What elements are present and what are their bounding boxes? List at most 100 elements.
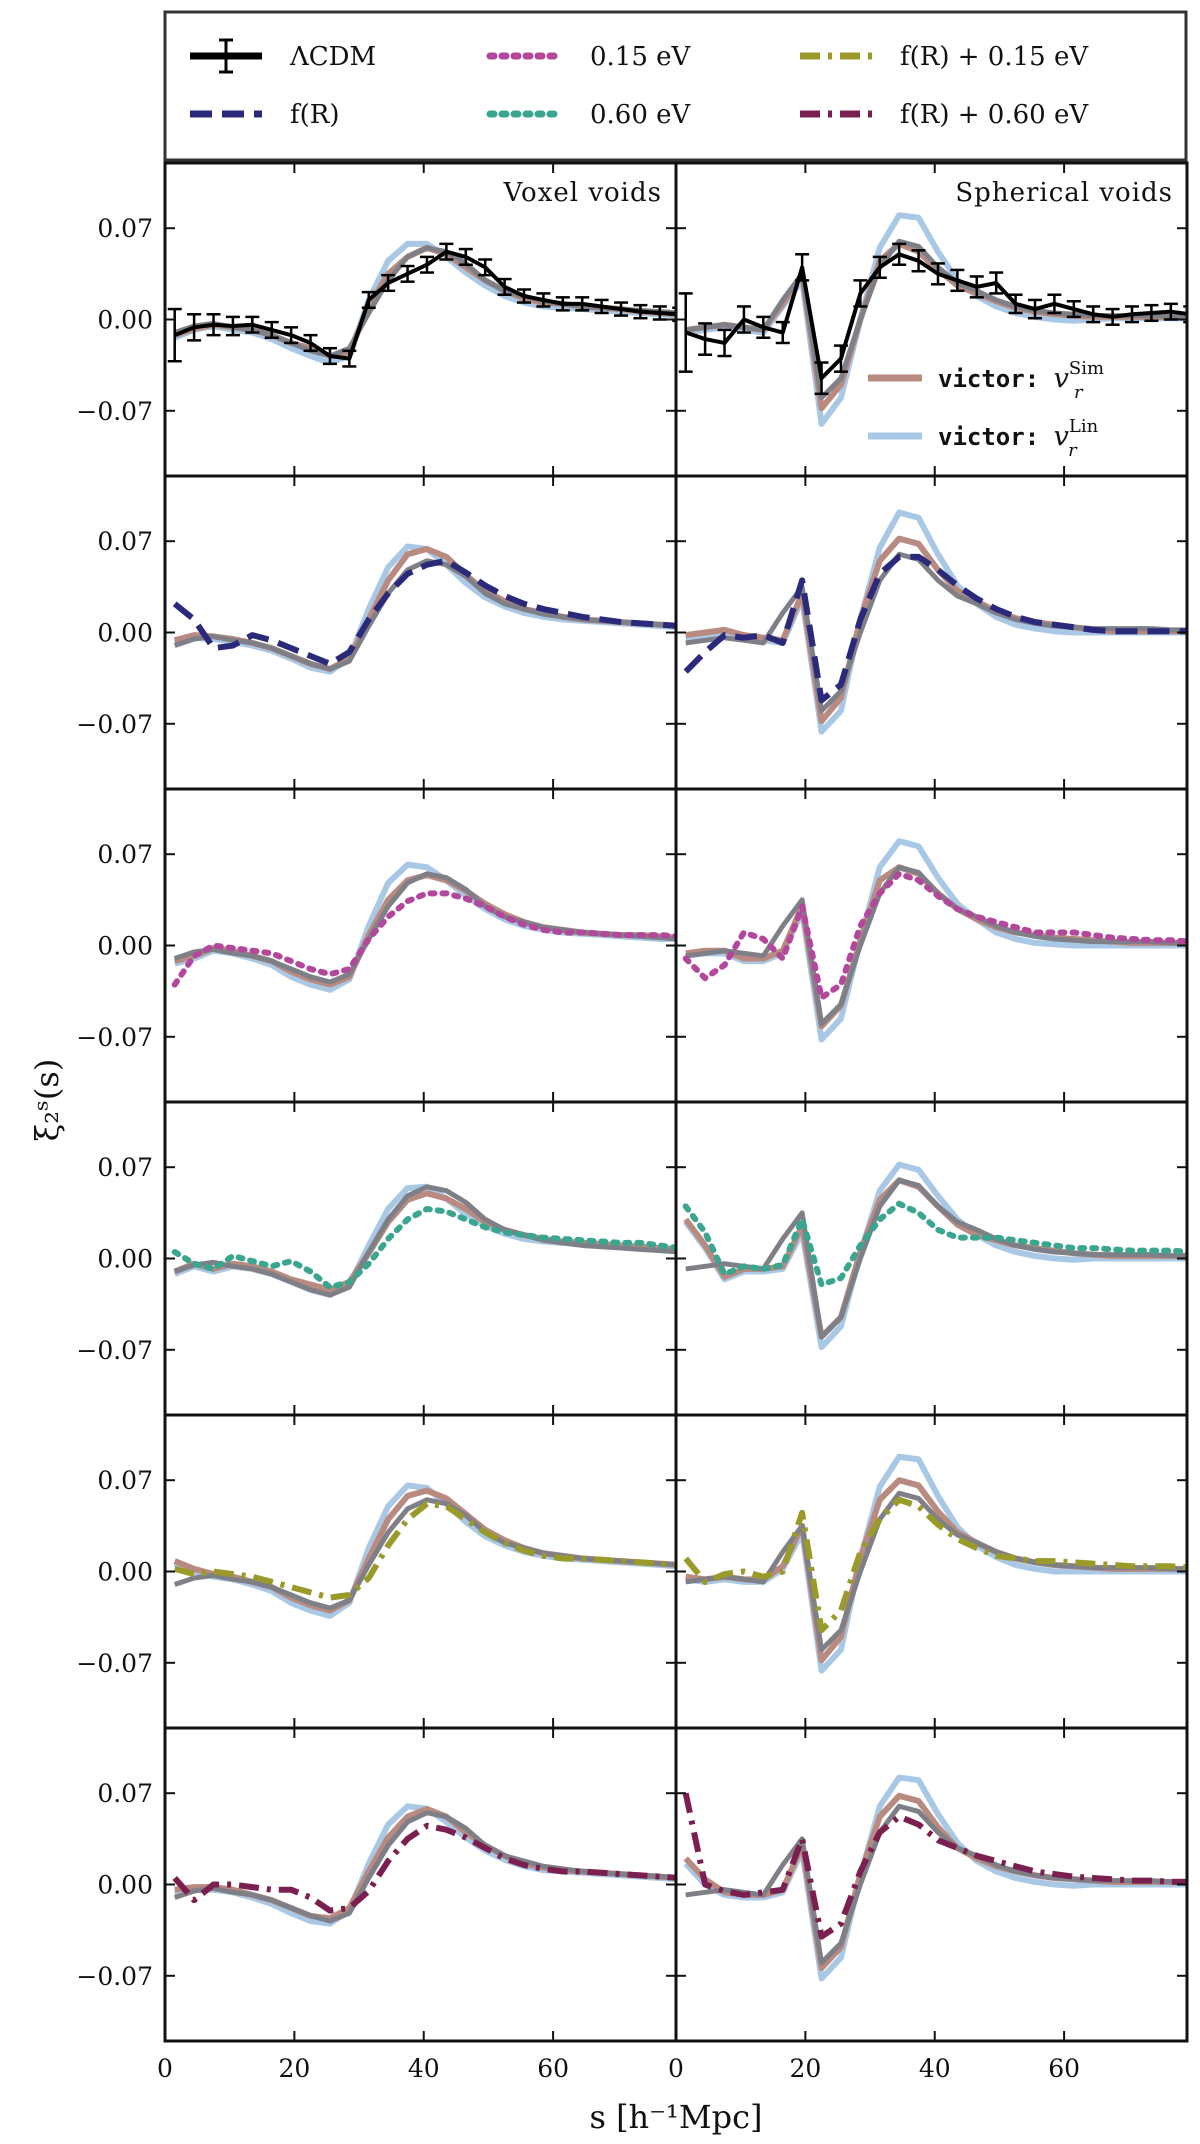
y-tick-label: 0.00 bbox=[97, 619, 153, 648]
plot-area bbox=[678, 212, 1187, 427]
series-line-model bbox=[173, 1500, 676, 1601]
plot-area bbox=[683, 509, 1187, 735]
legend-box bbox=[163, 10, 1188, 162]
y-tick-label: 0.00 bbox=[97, 1558, 153, 1587]
series-line-sim bbox=[173, 872, 676, 988]
series-line-model bbox=[682, 1200, 1187, 1288]
panel-frame bbox=[163, 1413, 678, 1730]
y-tick-label: 0.07 bbox=[97, 1466, 153, 1495]
legend-entry: f(R) + 0.15 eV bbox=[800, 42, 1089, 72]
plot-area bbox=[683, 1453, 1187, 1674]
axis-labels: s [h⁻¹Mpc] ξ₂ˢ(s) bbox=[28, 1059, 763, 2136]
series-line-sim bbox=[685, 1477, 1187, 1664]
y-tick-label: 0.07 bbox=[97, 214, 153, 243]
legend-entry: ΛCDM bbox=[190, 38, 376, 74]
series-line-sim bbox=[173, 1487, 676, 1614]
x-tick-label: 60 bbox=[537, 2054, 569, 2083]
y-tick-label: 0.07 bbox=[97, 1779, 153, 1808]
series-line-lin bbox=[683, 1774, 1187, 1982]
series-line-reference bbox=[685, 1177, 1187, 1340]
series-line-lin bbox=[685, 509, 1187, 735]
panel-frame bbox=[163, 161, 678, 478]
panel-2-voxel: 0.07 0.00 −0.07 bbox=[76, 474, 678, 791]
plot-area bbox=[682, 1774, 1187, 1982]
series-line-model bbox=[171, 1205, 676, 1291]
plot-area bbox=[167, 240, 676, 368]
panel-5-spherical bbox=[674, 1413, 1189, 1730]
series-line-reference bbox=[173, 558, 676, 672]
panel-5-voxel: 0.07 0.00 −0.07 bbox=[76, 1413, 678, 1730]
series-line-model bbox=[683, 1496, 1187, 1634]
x-tick-label: 0 bbox=[668, 2054, 684, 2083]
panel-6-voxel: 0.07 0.00 −0.07 0 20 40 60 bbox=[76, 1726, 678, 2083]
inset-legend-label: victor: vSim r bbox=[938, 358, 1104, 403]
x-tick-label: 20 bbox=[789, 2054, 821, 2083]
legend-entry: 0.15 eV bbox=[486, 42, 692, 72]
series-line-model bbox=[172, 1822, 676, 1914]
y-tick-label: 0.07 bbox=[97, 840, 153, 869]
series-line-reference bbox=[173, 1497, 676, 1611]
legend-label: ΛCDM bbox=[289, 42, 376, 72]
y-tick-label: 0.00 bbox=[97, 932, 153, 961]
column-title: Voxel voids bbox=[503, 178, 662, 208]
x-tick-label: 20 bbox=[278, 2054, 310, 2083]
legend-label: f(R) bbox=[290, 100, 340, 130]
series-line-lin bbox=[173, 861, 676, 993]
x-tick-label: 40 bbox=[919, 2054, 951, 2083]
plot-area bbox=[682, 1161, 1187, 1351]
plot-area bbox=[171, 861, 676, 993]
inset-legend-entry: victor: vSim r bbox=[868, 358, 1104, 403]
y-tick-label: 0.00 bbox=[97, 306, 153, 335]
legend-label: 0.60 eV bbox=[590, 100, 692, 130]
panel-4-spherical bbox=[674, 1100, 1189, 1417]
legend-label: f(R) + 0.60 eV bbox=[900, 100, 1089, 130]
y-tick-label: −0.07 bbox=[76, 1962, 153, 1991]
x-axis-label: s [h⁻¹Mpc] bbox=[589, 2098, 762, 2136]
y-tick-label: −0.07 bbox=[76, 710, 153, 739]
series-line-lin bbox=[685, 1453, 1187, 1674]
series-line-reference bbox=[173, 871, 676, 985]
panel-1-spherical: Spherical voids victor: vSim r victor: vLin… bbox=[674, 161, 1189, 478]
y-tick-label: 0.07 bbox=[97, 527, 153, 556]
inset-legend-label: victor: vLin r bbox=[938, 416, 1099, 461]
y-tick-label: −0.07 bbox=[76, 1023, 153, 1052]
y-tick-label: −0.07 bbox=[76, 397, 153, 426]
legend-top: ΛCDM f(R) 0.15 eV 0.60 eV f(R) + 0.15 eV f(R)… bbox=[163, 10, 1188, 162]
inset-legend-entry: victor: vLin r bbox=[868, 416, 1099, 461]
series-line-reference bbox=[173, 1184, 676, 1298]
x-tick-label: 40 bbox=[408, 2054, 440, 2083]
x-tick-label: 60 bbox=[1048, 2054, 1080, 2083]
panel-6-spherical: 0 20 40 60 bbox=[668, 1726, 1189, 2083]
series-line-sim bbox=[173, 1190, 676, 1293]
legend-label: f(R) + 0.15 eV bbox=[900, 42, 1089, 72]
y-tick-label: −0.07 bbox=[76, 1336, 153, 1365]
plot-area bbox=[173, 1482, 676, 1619]
legend-label: 0.15 eV bbox=[590, 42, 692, 72]
x-tick-label: 0 bbox=[157, 2054, 173, 2083]
panel-3-spherical bbox=[674, 787, 1189, 1104]
column-title: Spherical voids bbox=[955, 178, 1173, 208]
panel-3-voxel: 0.07 0.00 −0.07 bbox=[76, 787, 678, 1104]
legend-entry: f(R) bbox=[190, 100, 340, 130]
legend-entry: f(R) + 0.60 eV bbox=[800, 100, 1089, 130]
panel-grid: 0.07 0.00 −0.07 Voxel voids Spherical voids v… bbox=[76, 161, 1189, 2083]
y-axis-label: ξ₂ˢ(s) bbox=[28, 1059, 66, 1142]
series-line-reference bbox=[685, 551, 1187, 714]
series-line-model bbox=[172, 557, 676, 667]
series-line-model bbox=[682, 1792, 1187, 1940]
series-line-model bbox=[171, 890, 676, 988]
plot-area bbox=[172, 543, 676, 675]
y-tick-label: 0.00 bbox=[97, 1245, 153, 1274]
panel-frame bbox=[163, 474, 678, 791]
panel-frame bbox=[163, 787, 678, 1104]
y-tick-label: 0.07 bbox=[97, 1153, 153, 1182]
series-line-model bbox=[682, 870, 1187, 1001]
plot-area bbox=[172, 1803, 676, 1927]
legend-entry: 0.60 eV bbox=[486, 100, 692, 130]
panel-1-voxel: 0.07 0.00 −0.07 Voxel voids bbox=[76, 161, 678, 478]
plot-area bbox=[682, 838, 1187, 1043]
series-line-model bbox=[683, 553, 1187, 704]
plot-area bbox=[171, 1183, 676, 1299]
y-tick-label: −0.07 bbox=[76, 1649, 153, 1678]
